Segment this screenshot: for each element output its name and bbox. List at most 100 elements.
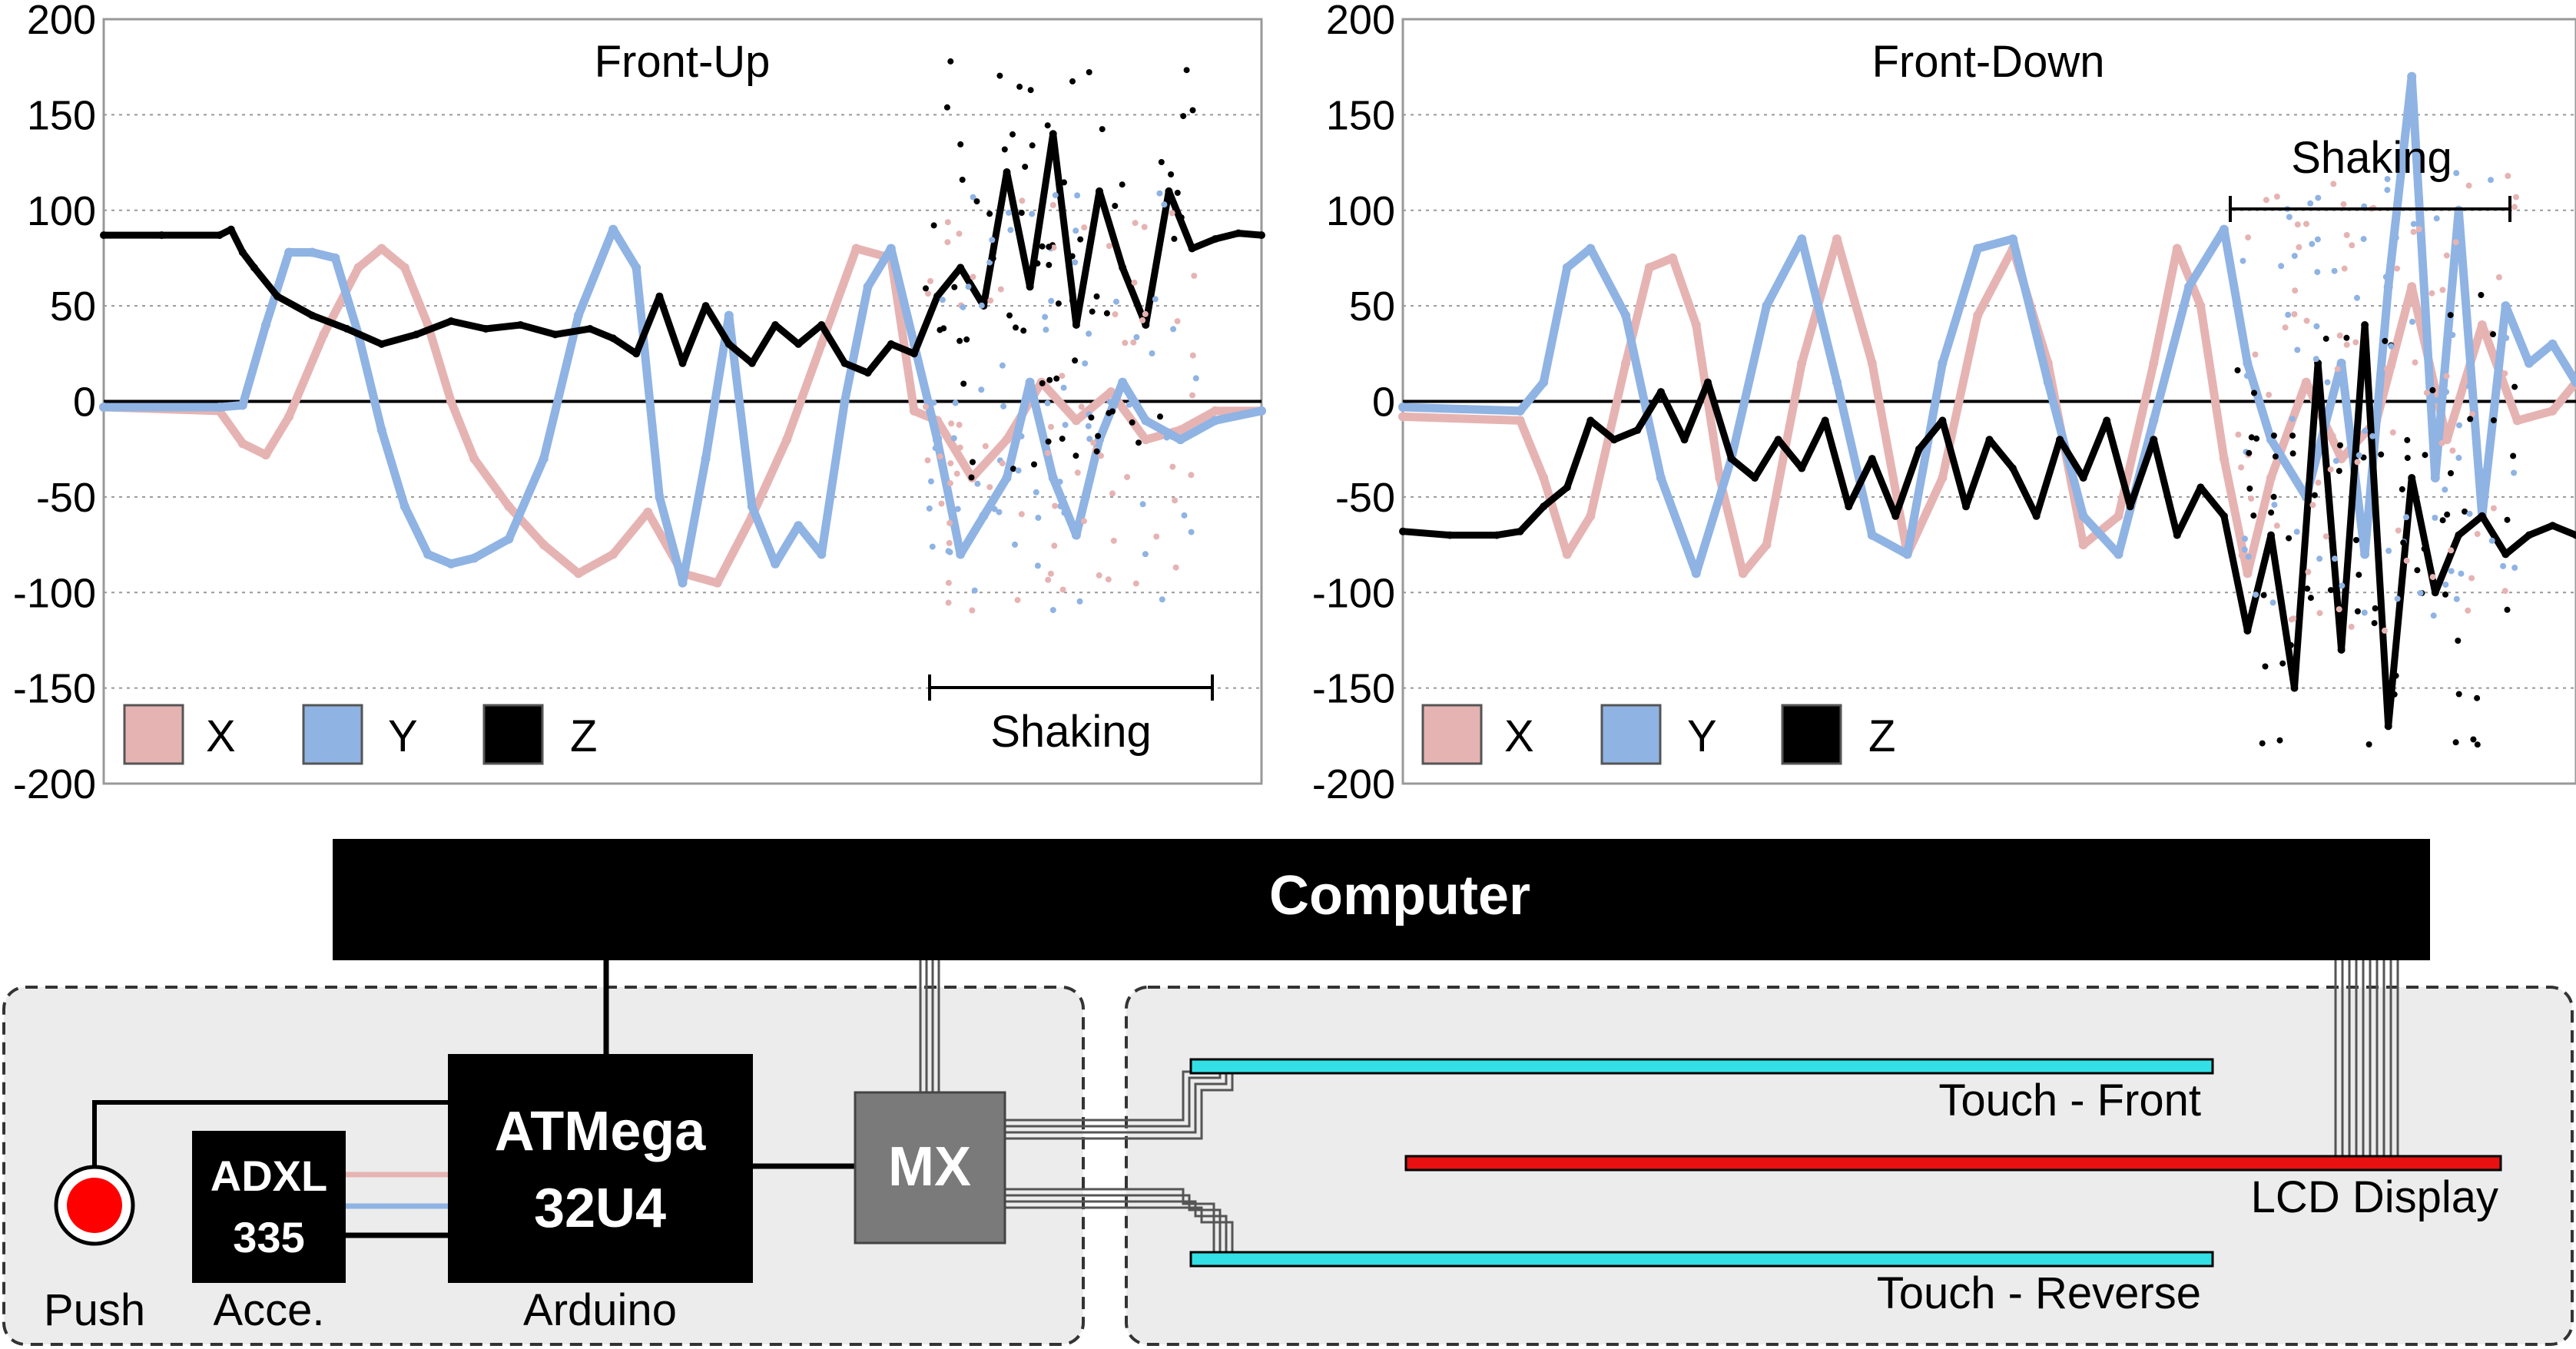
noise-point-x (1131, 279, 1138, 286)
noise-point-z (1010, 466, 1016, 472)
data-point-x (2078, 540, 2088, 550)
noise-point-y (954, 505, 961, 512)
data-point-z (1891, 512, 1900, 520)
noise-point-x (2354, 459, 2361, 466)
noise-point-x (2415, 226, 2422, 233)
noise-point-y (1072, 259, 1079, 266)
noise-point-x (2511, 204, 2518, 210)
data-point-y (632, 263, 642, 273)
y-tick-label: 200 (27, 0, 96, 43)
noise-point-z (1158, 159, 1165, 165)
data-point-z (2032, 512, 2041, 520)
noise-point-x (948, 420, 955, 427)
noise-point-y (2332, 555, 2338, 562)
data-point-z (447, 317, 456, 325)
data-point-z (1258, 231, 1265, 240)
noise-point-x (970, 273, 976, 280)
data-point-y (747, 502, 757, 512)
data-point-z (910, 350, 918, 358)
noise-point-z (1018, 210, 1025, 216)
data-point-z (2548, 522, 2557, 530)
data-point-x (319, 330, 329, 340)
data-point-z (817, 321, 826, 329)
noise-point-x (1141, 224, 1148, 230)
noise-point-z (2272, 453, 2279, 460)
noise-point-y (1034, 562, 1041, 569)
data-point-x (2407, 282, 2417, 292)
noise-point-x (1090, 439, 1097, 446)
noise-point-y (2331, 267, 2338, 274)
noise-point-y (1086, 436, 1093, 442)
noise-point-y (2285, 311, 2292, 318)
data-point-x (1586, 511, 1596, 521)
data-point-z (632, 350, 641, 358)
noise-point-x (953, 470, 960, 477)
noise-point-x (2410, 228, 2417, 235)
noise-point-y (965, 283, 972, 290)
data-point-z (1072, 321, 1080, 329)
noise-point-y (2307, 200, 2314, 207)
noise-point-x (2412, 359, 2419, 366)
noise-point-x (2327, 466, 2334, 473)
noise-point-z (1059, 436, 1066, 442)
data-point-y (2383, 282, 2393, 292)
noise-point-z (1022, 164, 1029, 171)
y-tick-label: 200 (1326, 0, 1395, 43)
noise-point-z (2336, 468, 2342, 474)
noise-point-z (1135, 439, 1142, 446)
noise-point-z (1093, 448, 1100, 455)
data-point-y (237, 400, 247, 410)
noise-point-x (2273, 193, 2280, 200)
data-point-z (1540, 502, 1548, 511)
noise-point-x (2334, 366, 2341, 373)
noise-point-z (2442, 591, 2448, 598)
noise-point-z (2504, 516, 2511, 523)
legend-label-y: Y (1687, 711, 1717, 761)
chart-title-front-down: Front-Down (1872, 37, 2105, 87)
noise-point-z (2371, 620, 2378, 627)
noise-point-x (2443, 252, 2450, 259)
noise-point-y (996, 509, 1003, 515)
data-point-y (840, 396, 850, 406)
data-point-x (2477, 320, 2487, 330)
noise-point-y (2384, 176, 2391, 183)
noise-point-x (946, 539, 953, 546)
noise-point-x (2291, 311, 2298, 317)
noise-point-z (1106, 409, 1112, 416)
data-point-z (748, 359, 756, 367)
noise-point-y (1192, 375, 1199, 382)
data-point-y (2360, 549, 2370, 559)
data-point-x (353, 263, 363, 273)
noise-point-y (2360, 236, 2367, 243)
lcd-bus (2334, 956, 2399, 1156)
data-point-z (1003, 168, 1011, 176)
noise-point-x (2349, 242, 2356, 249)
data-point-x (2196, 301, 2206, 311)
noise-point-y (2455, 455, 2462, 461)
noise-point-x (2288, 616, 2295, 623)
push-button-icon[interactable] (54, 1165, 135, 1246)
data-point-z (1868, 455, 1876, 463)
data-point-y (608, 224, 618, 234)
noise-point-y (927, 478, 934, 485)
noise-point-z (2268, 509, 2275, 516)
noise-point-x (2382, 627, 2388, 634)
noise-point-y (989, 237, 996, 244)
noise-point-x (1172, 564, 1179, 571)
shaking-bracket-front-up (928, 674, 1214, 701)
data-point-z (2408, 474, 2416, 482)
adxl-box (192, 1131, 346, 1283)
mx-box (854, 1091, 1006, 1245)
noise-point-y (2443, 389, 2450, 396)
data-point-y (1071, 530, 1081, 540)
data-point-y (284, 247, 294, 257)
noise-point-y (2241, 546, 2248, 553)
data-point-x (261, 450, 270, 460)
data-point-z (2455, 531, 2463, 539)
y-tick-label: -150 (1312, 666, 1395, 712)
noise-point-y (2271, 502, 2278, 509)
data-point-z (655, 292, 664, 300)
noise-point-y (1170, 326, 1177, 333)
noise-point-y (2253, 592, 2259, 598)
noise-point-z (1046, 261, 1053, 268)
